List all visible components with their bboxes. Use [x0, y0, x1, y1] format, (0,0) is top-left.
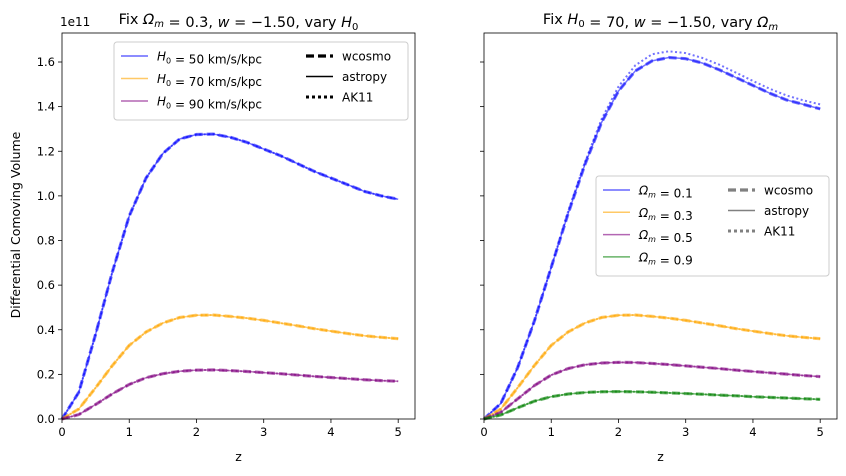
- axes: 0 1 2 3 4 5 0.0 0.2 0.4 0.6 0.8 1.0 1.2 1.4 1.6: [37, 55, 402, 439]
- legend-label: Ωm = 0.5: [638, 228, 693, 245]
- x-tick-label: 1: [126, 425, 133, 439]
- y-tick-label: 0.6: [37, 278, 55, 292]
- legend: Ωm = 0.1 Ωm = 0.3 Ωm = 0.5 Ωm = 0.9 wcosmo as…: [595, 175, 830, 277]
- x-tick-label: 5: [817, 425, 824, 439]
- legend-label: wcosmo: [764, 184, 813, 198]
- y-tick-label: 0.8: [37, 234, 55, 248]
- y-tick-label: 1.6: [37, 55, 55, 69]
- legend-box: [595, 175, 830, 277]
- left-panel: 0 1 2 3 4 5 0.0 0.2 0.4 0.6 0.8 1.0 1.2 1.4 1.6 Fix Ωm…: [37, 12, 416, 464]
- legend-label: astropy: [764, 204, 809, 218]
- x-tick-label: 0: [480, 425, 487, 439]
- legend-label: Ωm = 0.3: [638, 206, 693, 223]
- y-axis-label: Differential Comoving Volume: [8, 131, 23, 318]
- x-tick-label: 0: [58, 425, 65, 439]
- legend-label: Ωm = 0.9: [638, 250, 693, 267]
- y-tick-label: 1.0: [37, 189, 55, 203]
- x-axis-label: z: [657, 449, 664, 464]
- legend-label: wcosmo: [342, 50, 391, 64]
- x-tick-label: 5: [395, 425, 402, 439]
- x-tick-label: 4: [749, 425, 756, 439]
- series-lines: [482, 50, 821, 421]
- series-line-astropy: [483, 314, 821, 420]
- x-tick-label: 3: [682, 425, 689, 439]
- legend-label: H0 = 90 km/s/kpc: [157, 95, 262, 112]
- series-line-ak11: [61, 368, 399, 420]
- x-tick-label: 1: [548, 425, 555, 439]
- y-tick-label: 0.0: [37, 412, 55, 426]
- x-tick-label: 2: [615, 425, 622, 439]
- legend-label: AK11: [342, 91, 373, 105]
- y-tick-label: 0.4: [37, 323, 55, 337]
- axes-spines: [61, 32, 416, 420]
- legend-label: Ωm = 0.1: [638, 184, 693, 201]
- series-line-ak11: [61, 133, 399, 420]
- legend-label: H0 = 50 km/s/kpc: [157, 50, 262, 67]
- legend-label: H0 = 70 km/s/kpc: [157, 72, 262, 89]
- right-panel: 0 1 2 3 4 5 Fix H0 = 70, w = −1.50, vary Ωm z…: [480, 12, 838, 464]
- chart-title: Fix Ωm = 0.3, w = −1.50, vary H0: [119, 12, 359, 33]
- axes: 0 1 2 3 4 5: [480, 61, 824, 439]
- legend-box: [113, 41, 409, 121]
- legend-label: AK11: [764, 225, 795, 239]
- legend-label: astropy: [342, 70, 387, 84]
- series-line-ak11: [483, 50, 821, 420]
- x-tick-label: 3: [260, 425, 267, 439]
- axes-spines: [483, 32, 838, 420]
- chart-title: Fix H0 = 70, w = −1.50, vary Ωm: [543, 12, 778, 33]
- series-lines: [60, 132, 399, 421]
- y-tick-label: 1.2: [37, 144, 55, 158]
- series-line-ak11: [483, 361, 821, 420]
- y-tick-label: 0.2: [37, 367, 55, 381]
- series-line-astropy: [61, 314, 399, 420]
- x-axis-label: z: [235, 449, 242, 464]
- x-tick-label: 2: [193, 425, 200, 439]
- legend: H0 = 50 km/s/kpc H0 = 70 km/s/kpc H0 = 90 …: [113, 41, 409, 121]
- y-axis-offset-text: 1e11: [60, 15, 90, 29]
- series-line-ak11: [483, 390, 821, 420]
- y-tick-label: 1.4: [37, 100, 55, 114]
- x-tick-label: 4: [327, 425, 334, 439]
